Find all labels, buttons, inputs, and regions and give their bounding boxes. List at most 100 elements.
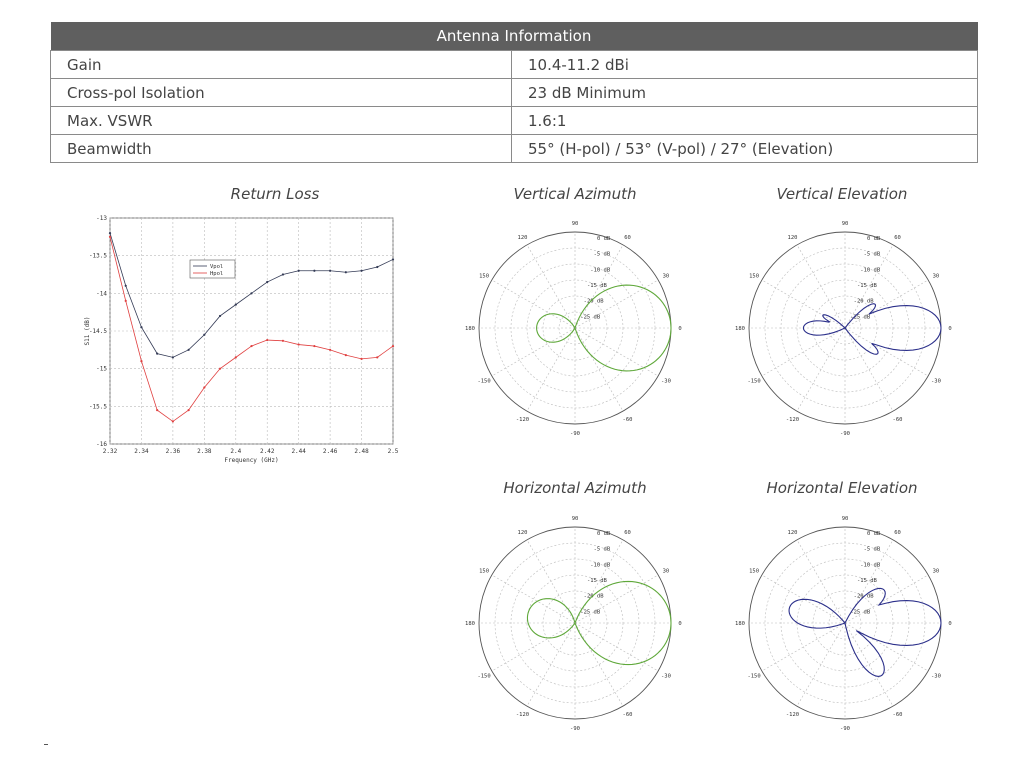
radial-label: -20 dB (584, 594, 605, 600)
row-label: Max. VSWR (50, 106, 512, 135)
angle-label: -60 (893, 417, 903, 423)
x-tick-label: 2.5 (388, 448, 399, 455)
y-tick-label: -13 (96, 215, 107, 222)
polar-spoke (574, 622, 659, 672)
angle-label: -90 (840, 726, 850, 732)
legend-label: Vpol (210, 264, 223, 270)
vertical-azimuth-polar: 0 30 60 90 120 150 180 -150 -120 -90 -60 -30 0 dB -5 … (465, 221, 682, 437)
polar-spoke (796, 622, 846, 707)
radial-label: -25 dB (580, 314, 601, 320)
radiation-pattern (788, 587, 942, 677)
radiation-pattern (526, 580, 672, 666)
angle-label: -60 (623, 417, 633, 423)
radial-label: -10 dB (590, 267, 611, 273)
y-tick-label: -15.5 (89, 403, 107, 410)
angle-label: 90 (842, 221, 849, 227)
data-point (124, 299, 127, 302)
x-axis-label: Frequency (GHz) (224, 457, 278, 464)
table-header: Antenna Information (50, 22, 978, 51)
horizontal-elevation-title: Horizontal Elevation (766, 479, 918, 497)
radial-label: -20 dB (854, 299, 875, 305)
angle-label: 180 (735, 326, 745, 332)
data-point (234, 303, 237, 306)
radial-label: -5 dB (594, 547, 611, 553)
data-point (218, 367, 222, 370)
data-point (250, 292, 253, 295)
data-point (266, 280, 269, 284)
table-row: Cross-pol Isolation 23 dB Minimum (50, 78, 978, 107)
radial-label: -25 dB (850, 314, 871, 320)
x-tick-label: 2.38 (197, 448, 212, 455)
horizontal-azimuth-polar: 0 30 60 90 120 150 180 -150 -120 -90 -60 -30 0 dB -5 … (465, 516, 682, 732)
data-point (156, 352, 159, 355)
radial-label: -25 dB (580, 609, 601, 615)
y-axis-label: S11 (dB) (84, 317, 91, 346)
data-point (234, 356, 237, 359)
data-point (108, 235, 112, 238)
y-tick-label: -16 (96, 441, 107, 448)
radial-label: -10 dB (860, 562, 881, 568)
horizontal-elevation-polar: 0 30 60 90 120 150 180 -150 -120 -90 -60 -30 0 dB -5 … (735, 516, 952, 732)
table-row: Beamwidth 55° (H-pol) / 53° (V-pol) / 27… (50, 134, 978, 163)
angle-label: 30 (663, 569, 670, 575)
data-point (171, 356, 174, 359)
y-tick-label: -15 (96, 366, 107, 373)
angle-label: 150 (479, 569, 489, 575)
y-tick-label: -13.5 (89, 253, 107, 260)
angle-label: -120 (516, 417, 529, 423)
data-point (329, 269, 332, 272)
angle-label: 30 (933, 274, 940, 280)
vertical-elevation-title: Vertical Elevation (776, 185, 908, 203)
angle-label: 120 (518, 235, 528, 241)
angle-label: 30 (663, 274, 670, 280)
legend-box (189, 259, 236, 279)
angle-label: 60 (894, 530, 901, 536)
angle-label: -90 (570, 431, 580, 437)
data-point (344, 354, 347, 357)
data-point (203, 386, 206, 389)
radial-label: 0 dB (597, 236, 611, 242)
table-row: Max. VSWR 1.6:1 (50, 106, 978, 135)
angle-label: -150 (477, 379, 490, 385)
polar-spoke (574, 327, 624, 412)
polar-spoke (574, 327, 659, 377)
row-value: 23 dB Minimum (511, 78, 978, 107)
data-point (360, 269, 363, 272)
polar-spoke (491, 279, 576, 329)
x-tick-label: 2.36 (166, 448, 181, 455)
data-point (376, 356, 379, 359)
data-point (281, 339, 285, 342)
angle-label: 90 (572, 516, 579, 522)
data-point (297, 269, 300, 272)
angle-label: 120 (788, 530, 798, 536)
data-point (266, 338, 269, 342)
angle-label: -30 (661, 379, 671, 385)
angle-label: -120 (786, 417, 799, 423)
row-value: 10.4-11.2 dBi (511, 50, 978, 79)
angle-label: 0 (948, 621, 951, 627)
polar-spoke (761, 279, 846, 329)
radial-label: -15 dB (857, 578, 878, 584)
antenna-info-table: Antenna Information Gain 10.4-11.2 dBi C… (50, 22, 978, 163)
angle-label: 30 (933, 569, 940, 575)
vertical-elevation-polar: 0 30 60 90 120 150 180 -150 -120 -90 -60 -30 0 dB -5 … (735, 221, 952, 437)
data-point (187, 409, 190, 412)
radial-label: -5 dB (594, 252, 611, 258)
data-point (218, 314, 222, 318)
angle-label: -150 (747, 674, 760, 680)
data-point (250, 344, 253, 348)
data-point (156, 409, 159, 412)
polar-spoke (526, 327, 576, 412)
angle-label: -90 (840, 431, 850, 437)
vertical-azimuth-title: Vertical Azimuth (513, 185, 637, 203)
page-mark (44, 744, 48, 745)
angle-label: 180 (735, 621, 745, 627)
data-point (360, 357, 363, 360)
x-tick-label: 2.48 (354, 448, 369, 455)
polar-spoke (574, 622, 624, 707)
polar-spoke (796, 327, 846, 412)
return-loss-title: Return Loss (230, 185, 320, 203)
row-label: Gain (50, 50, 512, 79)
angle-label: 150 (479, 274, 489, 280)
legend-label: Hpol (210, 271, 223, 277)
